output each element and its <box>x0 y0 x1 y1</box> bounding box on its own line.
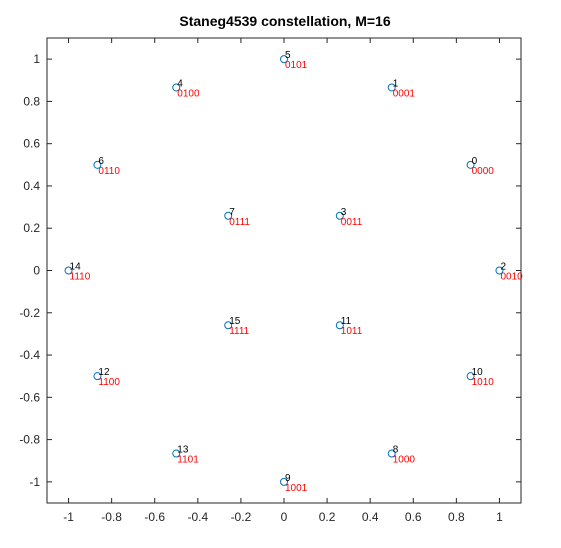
x-tick-label: 0.8 <box>448 510 465 524</box>
point-marker <box>224 211 233 220</box>
y-tick-label: 1 <box>33 52 40 66</box>
point-bits-label: 0011 <box>341 217 363 228</box>
point-bits-label: 1111 <box>229 326 249 337</box>
point-marker <box>93 372 102 381</box>
point-marker <box>466 372 475 381</box>
y-tick-label: 0.4 <box>23 179 40 193</box>
y-tick-label: -1 <box>29 475 40 489</box>
point-bits-label: 0001 <box>393 88 416 99</box>
x-tick-label: -0.6 <box>144 510 165 524</box>
point-marker <box>387 449 396 458</box>
point-marker <box>64 266 73 275</box>
point-marker <box>224 321 233 330</box>
point-bits-label: 1101 <box>177 455 199 466</box>
point-index-label: 10 <box>472 367 484 378</box>
y-tick-label: -0.2 <box>19 306 40 320</box>
x-tick-label: 1 <box>496 510 503 524</box>
x-tick-label: -0.4 <box>187 510 208 524</box>
plot-area-frame <box>46 37 522 504</box>
point-index-label: 11 <box>341 316 352 327</box>
point-index-label: 5 <box>285 50 291 61</box>
y-tick-label: 0.2 <box>23 221 40 235</box>
chart-title: Staneg4539 constellation, M=16 <box>179 13 390 29</box>
point-marker <box>280 55 288 64</box>
point-bits-label: 1110 <box>70 272 91 283</box>
point-bits-label: 0100 <box>177 88 200 99</box>
point-bits-label: 1011 <box>341 326 363 337</box>
x-tick-label: -1 <box>63 510 74 524</box>
point-bits-label: 0111 <box>229 217 250 228</box>
point-index-label: 2 <box>500 262 506 273</box>
x-axis: -1 -0.8 -0.6 -0.4 -0.2 0 0.2 0.4 0.6 0.8 1 <box>63 38 503 524</box>
point-bits-label: 0110 <box>98 166 120 177</box>
point-bits-label: 1001 <box>285 483 308 494</box>
x-tick-label: -0.2 <box>231 510 252 524</box>
point-bits-label: 1000 <box>393 455 416 466</box>
x-tick-label: 0 <box>281 510 288 524</box>
point-marker <box>495 266 504 275</box>
x-tick-label: 0.6 <box>405 510 422 524</box>
point-index-label: 14 <box>70 262 82 273</box>
point-index-label: 8 <box>393 445 399 456</box>
y-tick-label: -0.4 <box>19 348 40 362</box>
x-tick-label: 0.2 <box>319 510 336 524</box>
point-bits-label: 1010 <box>472 377 495 388</box>
y-tick-label: 0.6 <box>23 137 40 151</box>
point-bits-label: 0000 <box>472 166 495 177</box>
point-marker <box>93 160 102 169</box>
point-marker <box>387 83 396 92</box>
point-index-label: 12 <box>98 367 110 378</box>
y-tick-label: -0.6 <box>19 390 40 404</box>
point-marker <box>280 477 288 486</box>
point-index-label: 15 <box>229 316 241 327</box>
point-index-label: 1 <box>393 78 399 89</box>
x-tick-label: 0.4 <box>362 510 379 524</box>
y-tick-label: -0.8 <box>19 433 40 447</box>
point-marker <box>466 160 475 169</box>
y-axis: -1 -0.8 -0.6 -0.4 -0.2 0 0.2 0.4 0.6 0.8 1 <box>19 52 521 489</box>
x-tick-label: -0.8 <box>101 510 122 524</box>
point-index-label: 7 <box>229 207 235 218</box>
point-index-label: 3 <box>341 207 347 218</box>
point-bits-label: 1100 <box>98 377 120 388</box>
point-marker <box>335 211 344 220</box>
point-index-label: 0 <box>472 156 478 167</box>
point-bits-label: 0101 <box>285 60 308 71</box>
point-index-label: 4 <box>177 78 183 89</box>
point-index-label: 13 <box>177 445 189 456</box>
y-tick-label: 0 <box>33 264 40 278</box>
point-marker <box>335 321 344 330</box>
point-bits-label: 0010 <box>500 272 523 283</box>
point-marker <box>172 449 181 458</box>
y-tick-label: 0.8 <box>23 94 40 108</box>
constellation-points: 0000010001200103001140100501016011070111… <box>64 50 523 494</box>
point-index-label: 6 <box>98 156 104 167</box>
point-index-label: 9 <box>285 473 291 484</box>
point-marker <box>172 83 181 92</box>
